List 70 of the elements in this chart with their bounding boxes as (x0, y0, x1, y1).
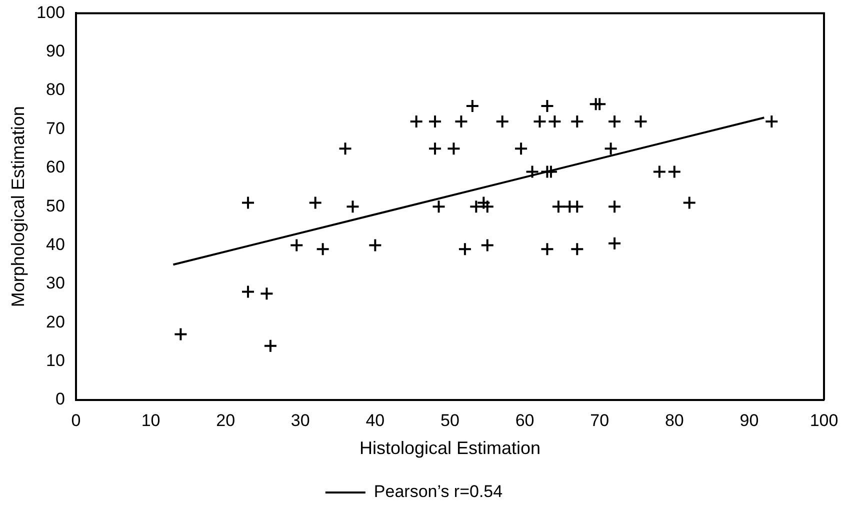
y-axis-title: Morphological Estimation (8, 106, 28, 308)
point (316, 242, 330, 256)
x-tick-label: 80 (664, 410, 684, 430)
point (469, 200, 484, 214)
point (514, 142, 528, 156)
point (428, 142, 442, 156)
point (241, 284, 256, 299)
y-tick-label: 100 (36, 2, 65, 22)
x-tick-label: 40 (366, 410, 385, 430)
point (652, 164, 666, 179)
point (604, 142, 618, 156)
point (346, 200, 360, 214)
point (263, 338, 278, 353)
point (290, 238, 304, 252)
y-tick-label: 0 (55, 390, 65, 409)
point (308, 196, 322, 210)
point (608, 236, 622, 250)
y-tick-label: 40 (46, 234, 65, 254)
point (260, 286, 274, 301)
x-tick-label: 10 (141, 410, 160, 430)
point (548, 114, 562, 129)
y-tick-label: 20 (46, 312, 65, 332)
point (174, 327, 188, 342)
point (465, 99, 480, 114)
point (446, 142, 461, 156)
point (241, 196, 256, 210)
point (667, 164, 682, 179)
point (544, 164, 558, 179)
point (432, 200, 446, 214)
point (764, 114, 779, 129)
y-tick-label: 90 (46, 42, 65, 61)
point (540, 99, 554, 114)
point (592, 97, 607, 112)
x-tick-label: 0 (71, 410, 81, 430)
x-tick-label: 20 (216, 410, 236, 430)
y-tick-label: 10 (46, 351, 65, 370)
point (570, 200, 584, 214)
x-tick-label: 30 (290, 410, 310, 430)
point (570, 242, 584, 256)
y-tick-label: 60 (46, 158, 65, 177)
point (682, 196, 696, 210)
x-tick-label: 60 (515, 410, 534, 430)
x-axis-title: Histological Estimation (359, 438, 541, 458)
point (608, 114, 622, 129)
point (368, 238, 382, 252)
point (428, 114, 442, 129)
point (480, 200, 494, 214)
point (540, 242, 554, 256)
x-tick-label: 50 (440, 410, 460, 430)
point (634, 114, 648, 129)
x-tick-label: 90 (740, 410, 759, 430)
y-tick-label: 80 (46, 80, 65, 100)
point (458, 242, 472, 256)
point (495, 114, 510, 129)
x-tick-label: 100 (810, 410, 838, 430)
point (570, 114, 584, 129)
point (409, 114, 424, 129)
y-tick-label: 50 (46, 196, 65, 216)
point (532, 114, 547, 129)
x-tick-label: 70 (590, 410, 610, 430)
point (608, 200, 622, 214)
point (480, 238, 494, 252)
point (525, 164, 540, 179)
y-tick-label: 30 (46, 274, 65, 293)
point (476, 196, 491, 210)
point (551, 200, 566, 214)
point (338, 142, 352, 156)
y-tick-label: 70 (46, 118, 65, 138)
legend-label: Pearson’s r=0.54 (374, 482, 503, 502)
point (454, 114, 468, 129)
